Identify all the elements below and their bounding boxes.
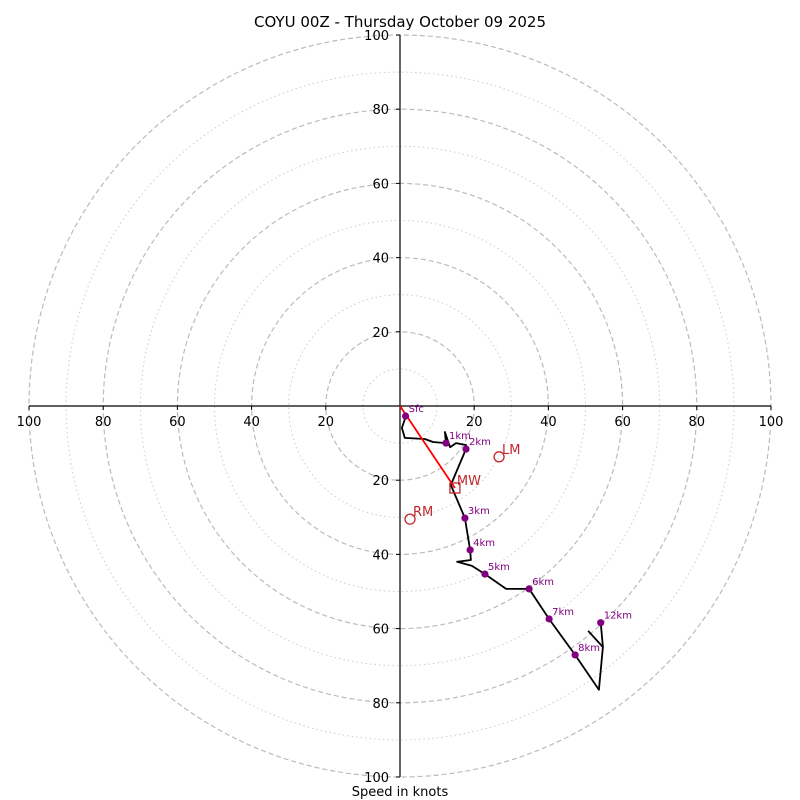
height-marker-5km — [481, 570, 489, 578]
right-mover-marker — [404, 513, 416, 525]
height-marker-4km — [466, 546, 474, 554]
height-label-4km: 4km — [473, 538, 495, 549]
y-tick-label: 80 — [372, 103, 389, 118]
x-tick-label: 100 — [759, 415, 784, 430]
mean-wind-label: MW — [457, 474, 481, 489]
y-tick-label: 100 — [364, 29, 389, 44]
x-tick-label: 20 — [318, 415, 335, 430]
hodograph-upper-segment — [599, 622, 604, 648]
height-marker-8km — [571, 651, 579, 659]
y-tick-label: 20 — [372, 326, 389, 341]
height-label-1km: 1km — [449, 431, 471, 442]
x-tick-label: 100 — [17, 415, 42, 430]
height-marker-6km — [525, 585, 533, 593]
height-marker-2km — [462, 445, 470, 453]
x-tick-label: 40 — [243, 415, 260, 430]
height-label-3km: 3km — [468, 506, 490, 517]
x-tick-label: 80 — [95, 415, 112, 430]
y-tick-label: 40 — [372, 252, 389, 267]
x-tick-label: 60 — [169, 415, 186, 430]
height-label-sfc: Sfc — [409, 404, 424, 415]
storm-motion-group: MW LM RM — [399, 405, 521, 525]
left-mover-label: LM — [502, 443, 520, 458]
height-label-5km: 5km — [488, 562, 510, 573]
x-tick-label: 60 — [614, 415, 631, 430]
y-tick-label: 80 — [372, 697, 389, 712]
height-label-6km: 6km — [532, 577, 554, 588]
height-marker-3km — [461, 514, 469, 522]
height-label-7km: 7km — [552, 607, 574, 618]
height-label-8km: 8km — [578, 643, 600, 654]
height-marker-7km — [545, 615, 553, 623]
height-marker-12km — [597, 619, 605, 627]
x-tick-label: 80 — [689, 415, 706, 430]
height-label-2km: 2km — [469, 437, 491, 448]
chart-title: COYU 00Z - Thursday October 09 2025 — [254, 13, 546, 31]
right-mover-label: RM — [413, 505, 433, 520]
mean-wind-marker — [449, 482, 461, 494]
left-mover-marker — [493, 451, 505, 463]
height-label-12km: 12km — [604, 611, 632, 622]
y-tick-label: 20 — [372, 474, 389, 489]
height-marker-sfc — [401, 412, 410, 420]
tick-labels: 100 80 60 40 20 20 40 60 80 100 100 80 60 40 20 20 40 60 8… — [17, 29, 784, 786]
mean-wind-vector — [399, 405, 456, 489]
height-marker-1km — [442, 439, 450, 447]
y-tick-label: 100 — [364, 771, 389, 786]
x-tick-label: 20 — [466, 415, 483, 430]
x-axis-label: Speed in knots — [352, 785, 449, 800]
y-tick-label: 60 — [372, 623, 389, 638]
x-tick-label: 40 — [540, 415, 557, 430]
y-tick-label: 60 — [372, 177, 389, 192]
y-tick-label: 40 — [372, 548, 389, 563]
